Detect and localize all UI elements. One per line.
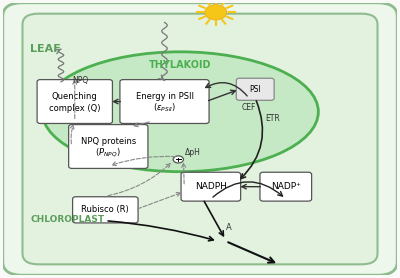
Ellipse shape [42,52,318,172]
FancyBboxPatch shape [69,125,148,168]
FancyBboxPatch shape [72,197,138,223]
Text: LEAF: LEAF [30,44,61,54]
Text: $(P_{NPQ})$: $(P_{NPQ})$ [96,147,121,159]
FancyBboxPatch shape [260,172,312,201]
FancyBboxPatch shape [236,78,274,100]
Text: ΔpH: ΔpH [186,148,201,157]
Text: A: A [226,223,231,232]
FancyBboxPatch shape [181,172,241,201]
Text: complex (Q): complex (Q) [49,104,100,113]
Circle shape [205,5,227,20]
Text: PSI: PSI [250,85,261,94]
Text: CHLOROPLAST: CHLOROPLAST [30,215,104,224]
Text: Energy in PSII: Energy in PSII [136,92,194,101]
Text: CEF: CEF [242,103,256,112]
Text: THYLAKOID: THYLAKOID [149,60,212,70]
Text: NPQ proteins: NPQ proteins [81,137,136,146]
Text: NADPH: NADPH [195,182,227,191]
Text: NADP⁺: NADP⁺ [271,182,301,191]
FancyBboxPatch shape [37,80,112,123]
Text: Rubisco (R): Rubisco (R) [82,205,129,214]
Circle shape [173,156,184,163]
FancyBboxPatch shape [3,3,397,275]
Text: Quenching: Quenching [52,92,98,101]
FancyBboxPatch shape [22,14,378,264]
Text: NPQ: NPQ [72,76,88,85]
FancyBboxPatch shape [120,80,209,123]
Text: ETR: ETR [265,114,280,123]
Text: $(\varepsilon_{PSII})$: $(\varepsilon_{PSII})$ [153,102,176,114]
